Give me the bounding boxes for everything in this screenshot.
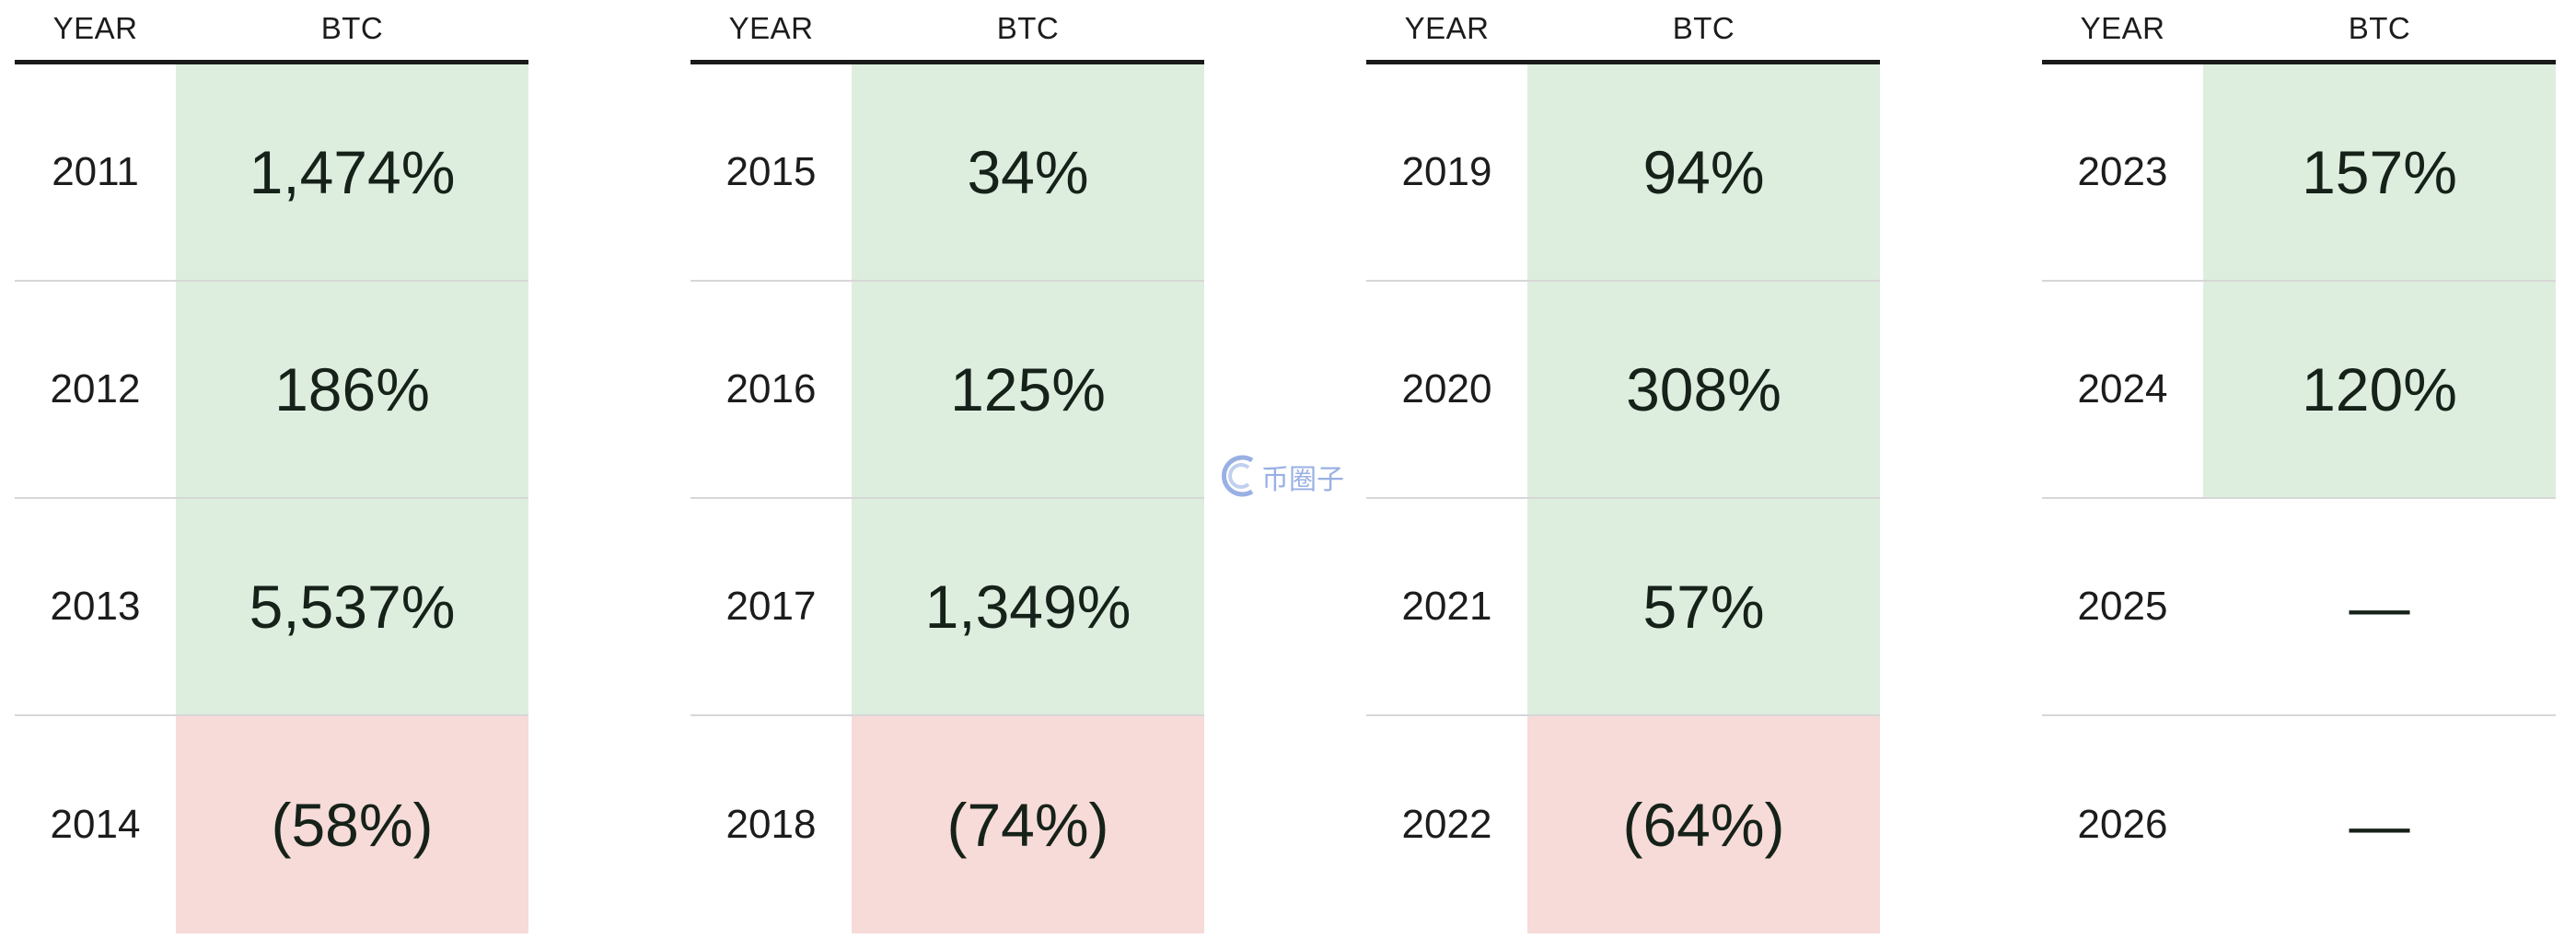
- table-row: 2024 120%: [2042, 282, 2556, 499]
- table-row: 2023 157%: [2042, 64, 2556, 282]
- btc-return-cell: 125%: [852, 282, 1204, 497]
- btc-return-cell: 157%: [2203, 64, 2556, 280]
- header-year: YEAR: [1404, 11, 1490, 45]
- year-cell: 2018: [725, 802, 817, 847]
- table-row: 2014 (58%): [15, 716, 528, 933]
- header-btc: BTC: [320, 11, 384, 45]
- table-panel: YEAR BTC 2019 94% 2020 308% 2021 57% 2022 (64%): [1366, 0, 1880, 950]
- btc-return-cell: (64%): [1527, 716, 1880, 933]
- year-cell: 2011: [52, 149, 139, 194]
- btc-return-cell: 57%: [1527, 499, 1880, 714]
- header-year: YEAR: [728, 11, 814, 45]
- header-year: YEAR: [2080, 11, 2165, 45]
- table-header: YEAR BTC: [690, 0, 1204, 64]
- btc-return-cell: 5,537%: [176, 499, 528, 714]
- year-cell: 2015: [725, 149, 817, 194]
- year-cell: 2024: [2077, 366, 2168, 411]
- table-row: 2018 (74%): [690, 716, 1204, 933]
- watermark: 币圈子: [1217, 449, 1364, 501]
- table-panel: YEAR BTC 2023 157% 2024 120% 2025 — 2026 —: [2042, 0, 2556, 950]
- btc-return-cell: —: [2349, 791, 2410, 859]
- btc-return-cell: 94%: [1527, 64, 1880, 280]
- watermark-logo-icon: [1222, 455, 1254, 497]
- table-row: 2021 57%: [1366, 499, 1880, 716]
- table-row: 2017 1,349%: [690, 499, 1204, 716]
- table-row: 2012 186%: [15, 282, 528, 499]
- year-cell: 2019: [1401, 149, 1492, 194]
- table-row: 2022 (64%): [1366, 716, 1880, 933]
- table-header: YEAR BTC: [15, 0, 528, 64]
- year-cell: 2021: [1401, 584, 1492, 629]
- year-cell: 2026: [2077, 802, 2168, 847]
- header-year: YEAR: [52, 11, 138, 45]
- table-header: YEAR BTC: [2042, 0, 2556, 64]
- table-row: 2025 —: [2042, 499, 2556, 716]
- year-cell: 2025: [2077, 584, 2168, 629]
- year-cell: 2017: [725, 584, 817, 629]
- header-btc: BTC: [1672, 11, 1735, 45]
- year-cell: 2014: [50, 802, 141, 847]
- table-row: 2013 5,537%: [15, 499, 528, 716]
- table-row: 2026 —: [2042, 716, 2556, 933]
- year-cell: 2016: [725, 366, 817, 411]
- table-row: 2015 34%: [690, 64, 1204, 282]
- table-panel: YEAR BTC 2011 1,474% 2012 186% 2013 5,537% 2014 (…: [15, 0, 528, 950]
- table-panel: YEAR BTC 2015 34% 2016 125% 2017 1,349% 2018 (74%…: [690, 0, 1204, 950]
- header-btc: BTC: [996, 11, 1060, 45]
- btc-return-cell: 120%: [2203, 282, 2556, 497]
- btc-return-cell: 1,349%: [852, 499, 1204, 714]
- table-header: YEAR BTC: [1366, 0, 1880, 64]
- btc-return-cell: (58%): [176, 716, 528, 933]
- year-cell: 2023: [2077, 149, 2168, 194]
- table-row: 2019 94%: [1366, 64, 1880, 282]
- header-btc: BTC: [2348, 11, 2411, 45]
- btc-return-cell: —: [2349, 573, 2410, 641]
- year-cell: 2013: [50, 584, 141, 629]
- year-cell: 2020: [1401, 366, 1492, 411]
- btc-return-cell: 1,474%: [176, 64, 528, 280]
- table-row: 2011 1,474%: [15, 64, 528, 282]
- btc-return-cell: 186%: [176, 282, 528, 497]
- table-row: 2016 125%: [690, 282, 1204, 499]
- year-cell: 2022: [1401, 802, 1492, 847]
- btc-return-cell: 34%: [852, 64, 1204, 280]
- table-row: 2020 308%: [1366, 282, 1880, 499]
- btc-return-cell: 308%: [1527, 282, 1880, 497]
- year-cell: 2012: [50, 366, 141, 411]
- btc-return-cell: (74%): [852, 716, 1204, 933]
- watermark-text: 币圈子: [1261, 464, 1344, 496]
